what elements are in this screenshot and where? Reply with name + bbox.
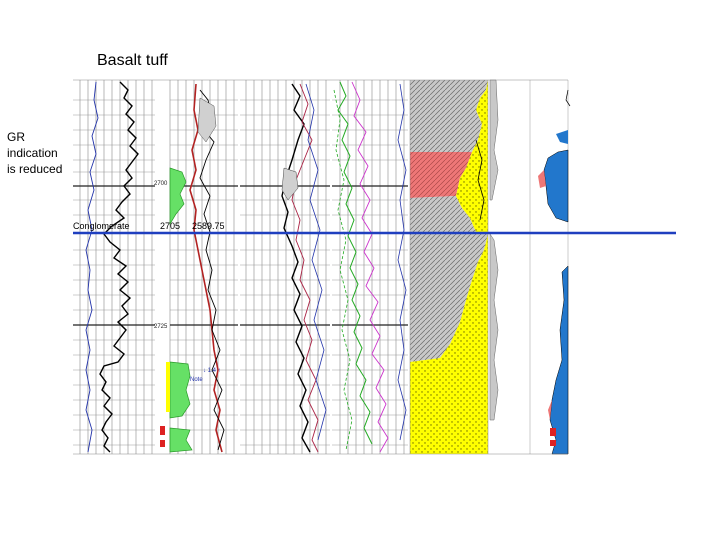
resistivity-curve bbox=[189, 83, 223, 453]
figure-title: Basalt tuff bbox=[97, 52, 168, 69]
lithology-gray-middle bbox=[410, 196, 476, 234]
gr-annotation: GR indication is reduced bbox=[7, 129, 77, 177]
marker-value: 2589.75 bbox=[192, 221, 225, 231]
gr-curve bbox=[99, 81, 139, 453]
lithology-pink bbox=[410, 152, 472, 198]
lithology-yellow-lower bbox=[410, 234, 488, 454]
annotation-line-3: is reduced bbox=[7, 162, 63, 176]
lithology-gray-lower bbox=[410, 234, 488, 362]
track-gr bbox=[73, 80, 155, 454]
density-curve bbox=[281, 83, 311, 453]
track-saturation bbox=[489, 79, 571, 455]
lithology-yellow-upper bbox=[456, 80, 488, 236]
track-density bbox=[240, 80, 330, 454]
svg-text:↓ 1.4 ↑: ↓ 1.4 ↑ bbox=[203, 368, 221, 374]
track-resistivity: ↓ 1.4 ↑ Note bbox=[160, 80, 238, 454]
svg-text:Note: Note bbox=[190, 377, 203, 383]
depth-label-2725: 2725 bbox=[154, 324, 168, 330]
marker-label: Conglomerate bbox=[73, 221, 130, 231]
annotation-line-2: indication bbox=[7, 146, 58, 160]
annotation-line-1: GR bbox=[7, 130, 25, 144]
depth-label-2700: 2700 bbox=[154, 181, 168, 187]
green-fill-lower bbox=[169, 361, 191, 419]
depth-column: 2700 2725 bbox=[154, 181, 168, 330]
green-fill-upper bbox=[169, 167, 187, 226]
neutron-curve-green bbox=[337, 81, 373, 445]
marker-depth: 2705 bbox=[160, 221, 180, 231]
track-lithology bbox=[409, 80, 489, 454]
neutron-curve-magenta bbox=[351, 81, 389, 453]
track-neutron bbox=[332, 80, 408, 454]
conglomerate-marker: Conglomerate 2705 2589.75 bbox=[73, 221, 676, 235]
caliper-curve bbox=[85, 81, 99, 453]
lithology-gray-upper bbox=[410, 80, 488, 152]
